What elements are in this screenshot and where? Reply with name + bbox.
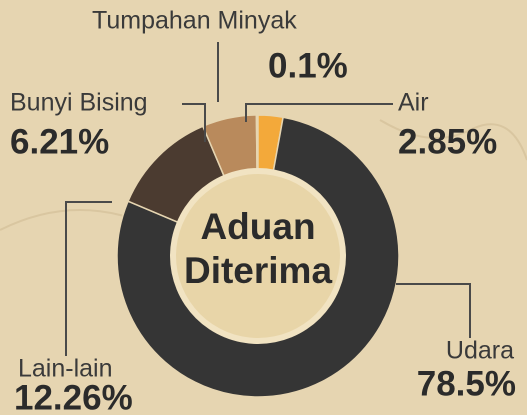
category-label: Air	[398, 89, 429, 117]
category-label: Lain-lain	[18, 355, 113, 383]
center-label: Aduan Diterima	[183, 206, 333, 291]
leader-line	[65, 201, 112, 356]
leader-line	[245, 103, 393, 122]
leader-line	[396, 283, 471, 338]
category-label: Tumpahan Minyak	[92, 7, 297, 35]
value-label: 2.85%	[398, 122, 497, 161]
value-label: 0.1%	[268, 46, 348, 85]
category-label: Udara	[446, 337, 514, 365]
center-disc	[176, 174, 340, 338]
value-label: 6.21%	[10, 122, 109, 161]
leader-line	[182, 103, 206, 142]
leader-lines	[65, 42, 471, 356]
value-label: 78.5%	[417, 364, 516, 403]
donut-slice	[255, 114, 259, 171]
category-label: Bunyi Bising	[10, 89, 148, 117]
value-label: 12.26%	[14, 378, 133, 415]
